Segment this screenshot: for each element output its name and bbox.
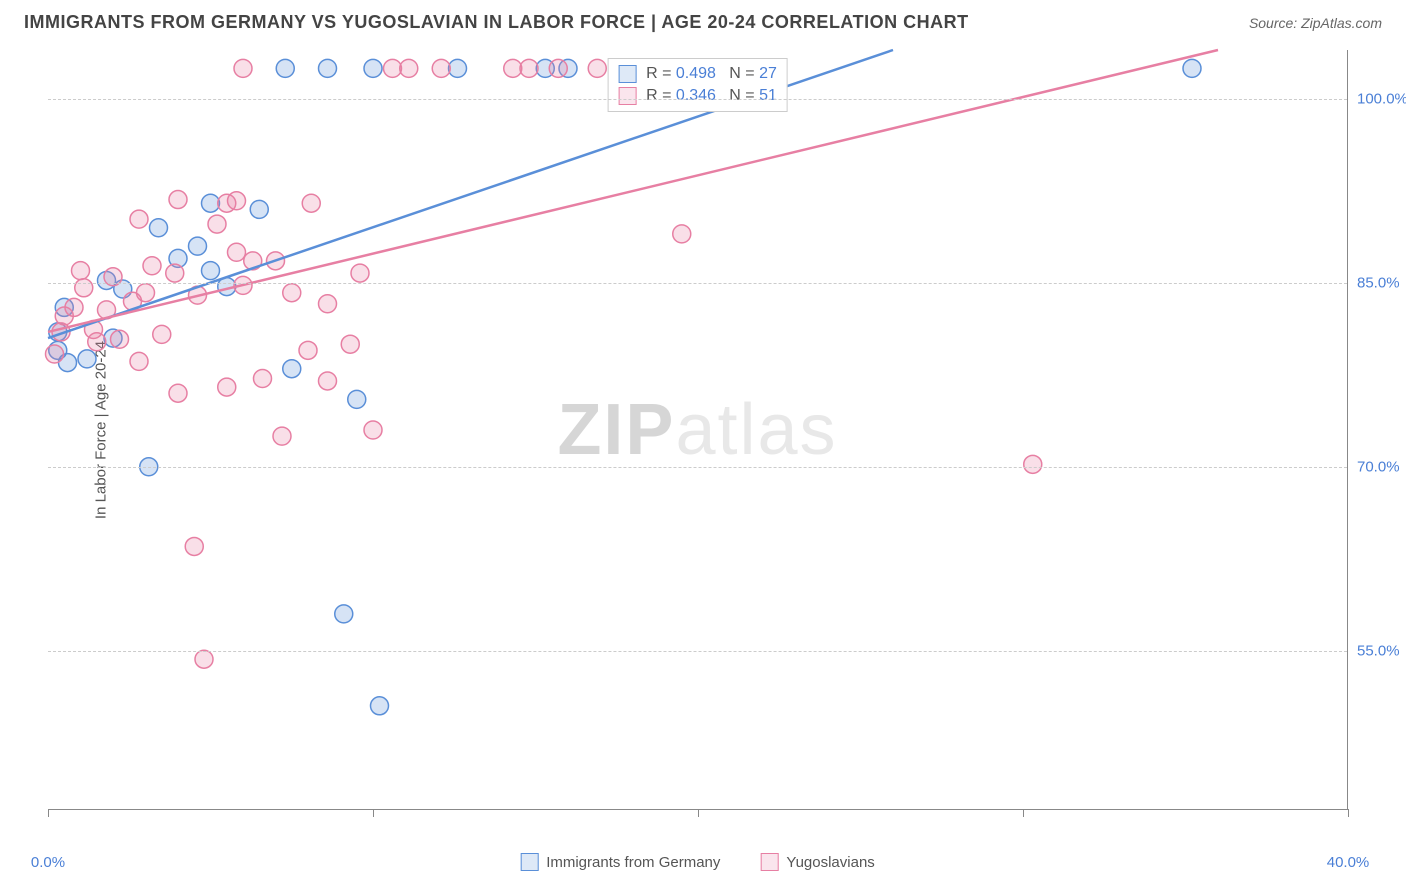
data-point bbox=[549, 59, 567, 77]
ytick-label: 55.0% bbox=[1357, 642, 1406, 659]
data-point bbox=[1183, 59, 1201, 77]
legend-row: R = 0.498 N = 27 bbox=[618, 63, 777, 85]
data-point bbox=[348, 390, 366, 408]
gridline bbox=[48, 99, 1347, 100]
ytick-label: 100.0% bbox=[1357, 91, 1406, 108]
data-point bbox=[273, 427, 291, 445]
data-point bbox=[228, 192, 246, 210]
data-point bbox=[276, 59, 294, 77]
data-point bbox=[250, 200, 268, 218]
plot-container: In Labor Force | Age 20-24 ZIPatlas R = … bbox=[48, 50, 1348, 810]
data-point bbox=[335, 605, 353, 623]
data-point bbox=[166, 264, 184, 282]
data-point bbox=[75, 279, 93, 297]
series-label: Immigrants from Germany bbox=[546, 854, 720, 871]
plot-area: ZIPatlas R = 0.498 N = 27R = 0.346 N = 5… bbox=[48, 50, 1348, 810]
data-point bbox=[46, 345, 64, 363]
chart-title: IMMIGRANTS FROM GERMANY VS YUGOSLAVIAN I… bbox=[24, 12, 969, 33]
data-point bbox=[150, 219, 168, 237]
data-point bbox=[195, 650, 213, 668]
xtick-label: 0.0% bbox=[31, 854, 65, 871]
series-legend-item: Yugoslavians bbox=[760, 853, 874, 871]
data-point bbox=[384, 59, 402, 77]
ytick-label: 85.0% bbox=[1357, 274, 1406, 291]
ytick-label: 70.0% bbox=[1357, 458, 1406, 475]
data-point bbox=[143, 257, 161, 275]
data-point bbox=[228, 243, 246, 261]
legend-stat: R = 0.346 N = 51 bbox=[646, 87, 777, 105]
legend-swatch bbox=[618, 87, 636, 105]
chart-svg bbox=[48, 50, 1347, 809]
data-point bbox=[169, 384, 187, 402]
legend-swatch bbox=[760, 853, 778, 871]
data-point bbox=[371, 697, 389, 715]
gridline bbox=[48, 283, 1347, 284]
legend-swatch bbox=[520, 853, 538, 871]
data-point bbox=[520, 59, 538, 77]
data-point bbox=[319, 372, 337, 390]
xtick bbox=[698, 809, 699, 817]
data-point bbox=[319, 59, 337, 77]
data-point bbox=[202, 194, 220, 212]
data-point bbox=[254, 370, 272, 388]
data-point bbox=[449, 59, 467, 77]
legend-row: R = 0.346 N = 51 bbox=[618, 85, 777, 107]
xtick bbox=[1348, 809, 1349, 817]
data-point bbox=[169, 191, 187, 209]
data-point bbox=[218, 378, 236, 396]
data-point bbox=[400, 59, 418, 77]
data-point bbox=[504, 59, 522, 77]
data-point bbox=[283, 284, 301, 302]
data-point bbox=[283, 360, 301, 378]
xtick bbox=[1023, 809, 1024, 817]
series-legend: Immigrants from Germany Yugoslavians bbox=[520, 853, 875, 871]
data-point bbox=[432, 59, 450, 77]
data-point bbox=[341, 335, 359, 353]
data-point bbox=[364, 59, 382, 77]
data-point bbox=[111, 330, 129, 348]
data-point bbox=[588, 59, 606, 77]
data-point bbox=[137, 284, 155, 302]
data-point bbox=[364, 421, 382, 439]
xtick-label: 40.0% bbox=[1327, 854, 1370, 871]
stats-legend: R = 0.498 N = 27 R = 0.346 N = 51 bbox=[607, 58, 788, 112]
data-point bbox=[189, 237, 207, 255]
source-label: Source: ZipAtlas.com bbox=[1249, 15, 1382, 31]
legend-swatch bbox=[618, 65, 636, 83]
gridline bbox=[48, 467, 1347, 468]
data-point bbox=[88, 333, 106, 351]
data-point bbox=[299, 341, 317, 359]
data-point bbox=[1024, 455, 1042, 473]
data-point bbox=[202, 262, 220, 280]
xtick bbox=[373, 809, 374, 817]
legend-stat: R = 0.498 N = 27 bbox=[646, 65, 777, 83]
data-point bbox=[130, 210, 148, 228]
data-point bbox=[130, 352, 148, 370]
data-point bbox=[234, 59, 252, 77]
data-point bbox=[673, 225, 691, 243]
data-point bbox=[351, 264, 369, 282]
data-point bbox=[72, 262, 90, 280]
data-point bbox=[65, 298, 83, 316]
xtick bbox=[48, 809, 49, 817]
data-point bbox=[302, 194, 320, 212]
series-legend-item: Immigrants from Germany bbox=[520, 853, 720, 871]
data-point bbox=[185, 537, 203, 555]
gridline bbox=[48, 651, 1347, 652]
data-point bbox=[78, 350, 96, 368]
data-point bbox=[153, 325, 171, 343]
series-label: Yugoslavians bbox=[786, 854, 874, 871]
data-point bbox=[208, 215, 226, 233]
data-point bbox=[319, 295, 337, 313]
